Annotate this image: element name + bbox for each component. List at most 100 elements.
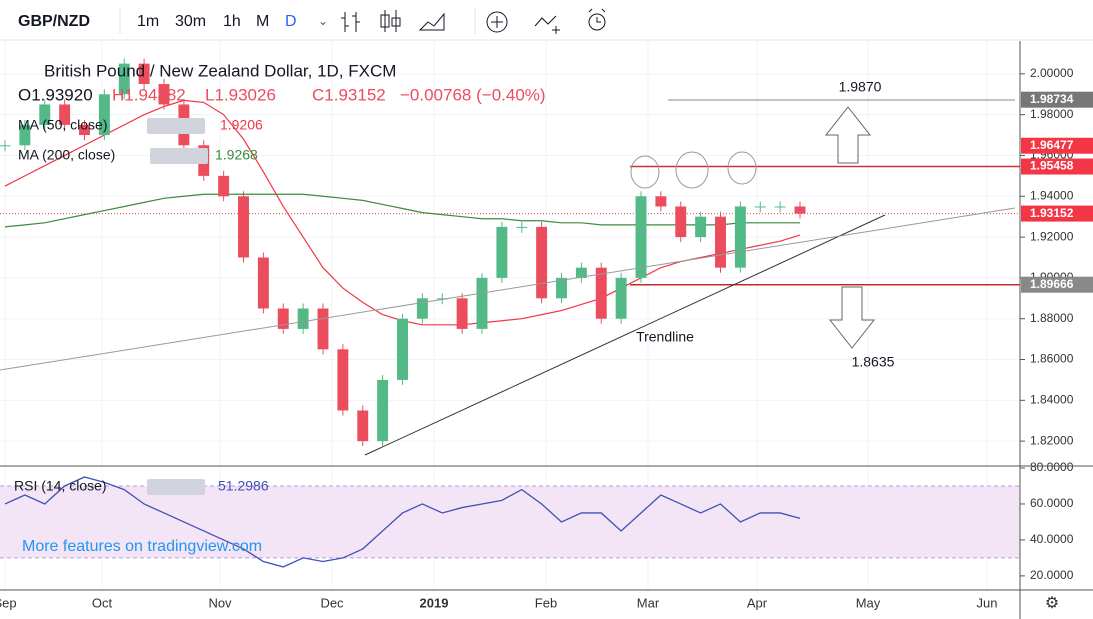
candle-body [118,63,130,95]
candle-body [695,216,707,238]
annotation: 1.8635 [852,354,895,370]
interval-button[interactable]: 1h [223,13,241,30]
price-tag-label: 1.98734 [1030,92,1074,106]
indicator-buttons[interactable] [147,118,205,134]
arrows [824,106,876,349]
candle-body [675,206,687,238]
legend: British Pound / New Zealand Dollar, 1D, … [14,61,546,555]
ohlc-value: O1.93920 [18,85,93,104]
x-tick-label: Feb [535,595,557,610]
toolbar-icons[interactable] [341,8,606,34]
y-tick-label: 1.82000 [1030,433,1074,447]
x-tick-label: Apr [747,595,768,610]
x-tick-label: Sep [0,595,17,610]
indicator-value: 1.9268 [215,147,258,163]
candle-body [655,196,667,207]
x-tick-label: Jun [977,595,998,610]
main-pane [0,41,1020,465]
candles-icon[interactable] [380,10,401,32]
candle-body [337,349,349,411]
up-arrow [824,106,872,164]
settings-icon[interactable]: ⚙ [1045,595,1059,612]
candle-body [98,94,110,136]
candle-body [357,410,369,442]
candle-body [377,379,389,442]
ohlc-value: L1.93026 [205,85,276,104]
down-arrow [828,286,876,349]
candle-body [158,84,170,105]
price-tag [1021,276,1093,293]
price-tag [1021,158,1093,175]
indicator-name: MA (200, close) [18,147,115,163]
candle-body [635,196,647,278]
candle-body [238,196,249,258]
price-tag-label: 1.93152 [1030,206,1074,220]
candle-body [516,226,528,228]
interval-button[interactable]: 30m [175,13,206,30]
indicator-name: MA (50, close) [18,117,107,133]
y-tick-label: 40.0000 [1030,532,1074,546]
candle-body [297,308,309,329]
indicator-buttons[interactable] [147,479,205,495]
y-tick-label: 2.00000 [1030,66,1074,80]
y-tick-label: 1.86000 [1030,352,1074,366]
candle-body [416,298,428,319]
y-tick-label: 1.92000 [1030,229,1074,243]
candle-body [615,277,627,319]
annotation: Trendline [636,329,694,345]
price-tag-label: 1.96477 [1030,138,1074,152]
y-tick-label: 1.94000 [1030,188,1074,202]
interval-group: 1m 30m 1h M D [137,13,297,30]
trendline [364,214,886,456]
rsi-band [0,485,1020,558]
annotation: 1.9870 [839,79,882,95]
alert-icon[interactable] [588,13,606,31]
x-tick-label: 2019 [420,595,449,610]
indicator-buttons[interactable] [150,148,208,164]
candle-body [39,104,51,125]
toolbar [0,0,1093,40]
y-tick-label: 1.84000 [1030,392,1074,406]
price-tag [1021,91,1093,108]
y-tick-label: 80.0000 [1030,460,1074,474]
candle-body [79,124,90,136]
moving-average [4,193,800,228]
symbol[interactable]: GBP/NZD [18,13,90,30]
ohlc-value: C1.93152 [312,85,386,104]
rsi-line [4,476,801,568]
add-indicator[interactable] [486,11,508,33]
chart-title: British Pound / New Zealand Dollar, 1D, … [44,61,396,80]
indicator-name: RSI (14, close) [14,478,107,494]
candle-body [476,277,488,329]
y-tick-label: 1.98000 [1030,107,1074,121]
candle-body [754,206,766,208]
candle-body [19,124,31,146]
x-tick-label: Nov [208,595,232,610]
y-tick-label: 1.88000 [1030,311,1074,325]
bars-icon[interactable] [341,12,360,32]
dropdown-caret[interactable]: ⌄ [318,14,328,28]
candle-body [575,267,587,278]
candle-body [0,145,11,147]
price-tag-label: 1.95458 [1030,159,1074,173]
ohlc-value: H1.94382 [112,85,186,104]
candle-body [595,267,607,319]
watermark[interactable]: More features on tradingview.com [22,538,262,555]
top-circles [630,151,757,189]
indicator-value: 1.9206 [220,117,263,133]
candle-body [317,308,329,350]
channel-line [0,207,1016,371]
interval-button[interactable]: 1m [137,13,159,30]
y-tick-label: 20.0000 [1030,568,1074,582]
candle-body [774,206,786,208]
interval-button[interactable]: M [256,13,269,30]
compare-icon[interactable] [534,15,560,34]
x-tick-label: May [856,595,881,610]
y-tick-label: 60.0000 [1030,496,1074,510]
interval-button[interactable]: D [285,13,297,30]
candle-body [734,206,746,268]
price-tag-label: 1.89666 [1030,277,1074,291]
ohlc-value: −0.00768 (−0.40%) [400,85,546,104]
area-icon[interactable] [418,12,445,31]
